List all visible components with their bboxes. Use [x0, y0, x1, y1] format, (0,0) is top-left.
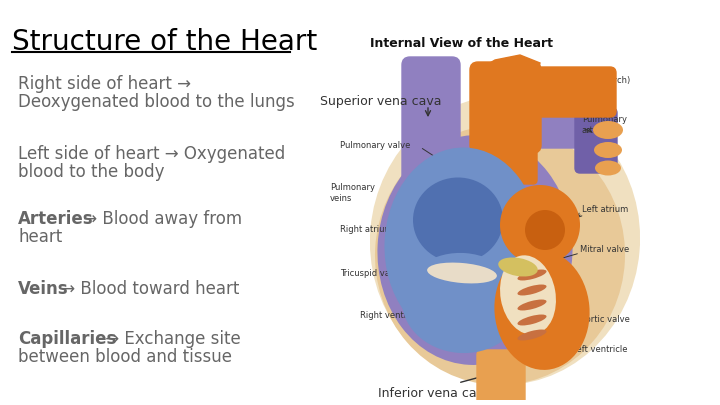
Ellipse shape	[518, 330, 546, 341]
Ellipse shape	[413, 177, 503, 262]
Text: Deoxygenated blood to the lungs: Deoxygenated blood to the lungs	[18, 93, 294, 111]
Ellipse shape	[402, 253, 522, 353]
Text: heart: heart	[18, 228, 62, 246]
FancyBboxPatch shape	[484, 116, 537, 184]
Text: Tricuspid valve: Tricuspid valve	[340, 269, 402, 277]
Text: → Blood away from: → Blood away from	[78, 210, 242, 228]
FancyBboxPatch shape	[477, 350, 525, 405]
Text: Right atrium: Right atrium	[340, 226, 392, 234]
Ellipse shape	[594, 142, 622, 158]
Text: → Blood toward heart: → Blood toward heart	[55, 280, 239, 298]
Ellipse shape	[525, 210, 565, 250]
Ellipse shape	[375, 125, 625, 385]
FancyBboxPatch shape	[575, 108, 617, 173]
Ellipse shape	[377, 135, 572, 365]
Ellipse shape	[593, 121, 623, 139]
Ellipse shape	[518, 269, 546, 281]
Text: Right ventricle: Right ventricle	[360, 311, 422, 320]
Text: → Exchange site: → Exchange site	[101, 330, 241, 348]
Text: Inferior vena cava: Inferior vena cava	[378, 387, 492, 400]
Text: between blood and tissue: between blood and tissue	[18, 348, 232, 366]
Ellipse shape	[370, 95, 640, 385]
Ellipse shape	[518, 285, 546, 296]
FancyBboxPatch shape	[524, 67, 616, 117]
Text: blood to the body: blood to the body	[18, 163, 164, 181]
Ellipse shape	[495, 250, 590, 370]
Ellipse shape	[405, 207, 431, 222]
Ellipse shape	[518, 315, 546, 326]
Ellipse shape	[408, 150, 454, 200]
Ellipse shape	[595, 160, 621, 175]
Text: Left side of heart → Oxygenated: Left side of heart → Oxygenated	[18, 145, 285, 163]
FancyBboxPatch shape	[520, 108, 600, 148]
Text: Right side of heart →: Right side of heart →	[18, 75, 191, 93]
Polygon shape	[478, 55, 540, 87]
Ellipse shape	[500, 185, 580, 265]
FancyBboxPatch shape	[402, 57, 460, 183]
Ellipse shape	[384, 147, 539, 343]
Text: Internal View of the Heart: Internal View of the Heart	[370, 37, 553, 50]
Ellipse shape	[498, 258, 538, 277]
Text: Structure of the Heart: Structure of the Heart	[12, 28, 318, 56]
Ellipse shape	[518, 300, 546, 311]
Text: Capillaries: Capillaries	[18, 330, 117, 348]
Text: Left atrium: Left atrium	[582, 205, 629, 215]
Text: Left ventricle: Left ventricle	[572, 345, 628, 354]
Ellipse shape	[427, 262, 497, 284]
Text: Veins: Veins	[18, 280, 68, 298]
Text: Aortic valve: Aortic valve	[580, 315, 630, 324]
Text: Superior vena cava: Superior vena cava	[320, 95, 441, 108]
Ellipse shape	[404, 187, 432, 203]
Text: Pulmonary
arteries: Pulmonary arteries	[582, 115, 627, 135]
Text: Aorta (arch): Aorta (arch)	[580, 75, 630, 85]
Text: Arteries: Arteries	[18, 210, 94, 228]
Text: Pulmonary
veins: Pulmonary veins	[330, 183, 375, 202]
Text: Mitral valve: Mitral valve	[580, 245, 629, 254]
FancyBboxPatch shape	[470, 62, 541, 153]
Text: Pulmonary valve: Pulmonary valve	[340, 141, 410, 149]
Ellipse shape	[500, 255, 556, 335]
